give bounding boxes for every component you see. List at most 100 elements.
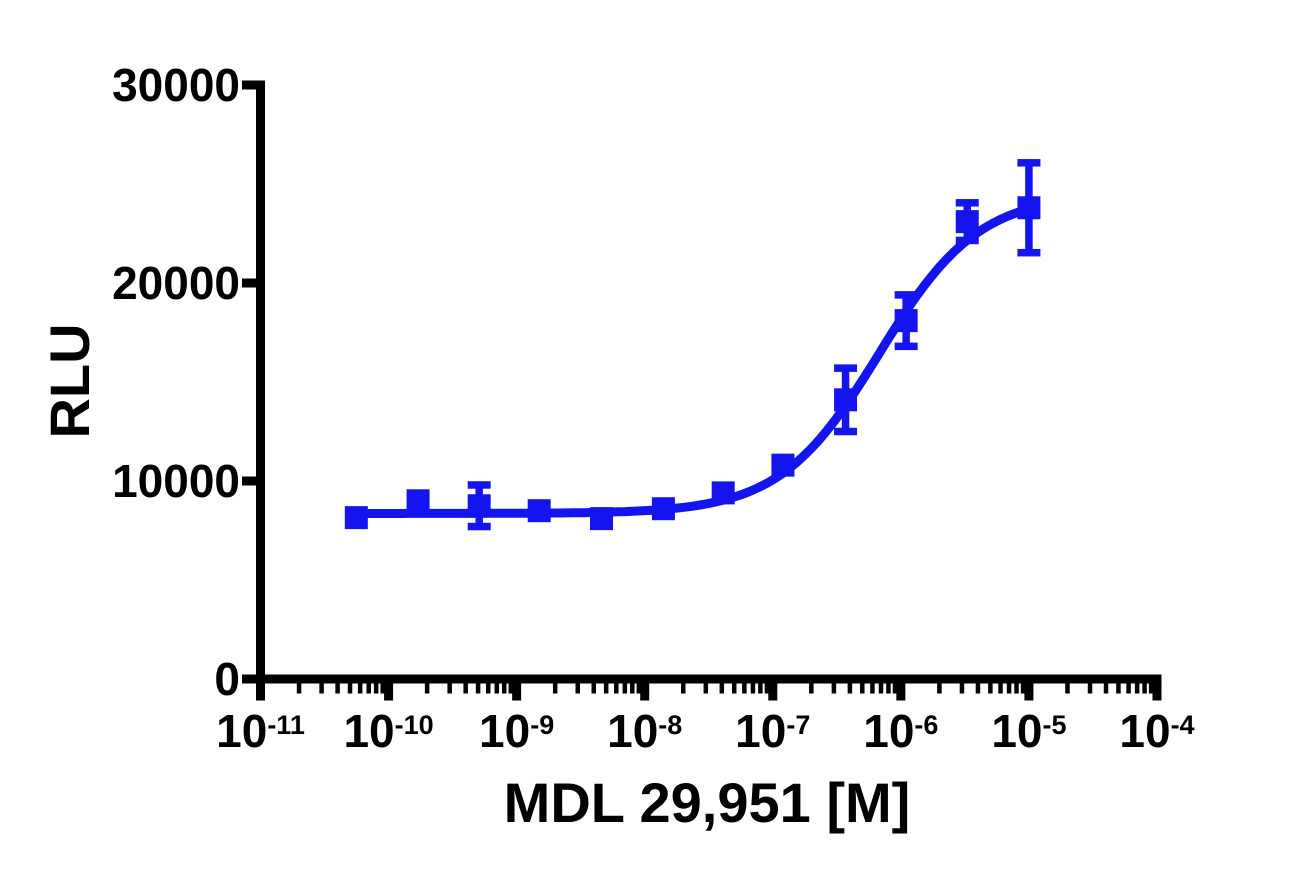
x-tick-label: 10-11 — [216, 705, 305, 757]
x-minor-tick — [622, 674, 628, 694]
x-minor-tick — [719, 674, 725, 694]
y-tick-label: 30000 — [112, 59, 240, 111]
x-minor-tick — [758, 674, 763, 694]
x-minor-tick — [831, 674, 837, 694]
x-minor-tick — [347, 674, 353, 694]
error-bar-cap — [894, 342, 918, 351]
x-minor-tick — [636, 674, 642, 694]
y-tick-label: 10000 — [112, 455, 240, 507]
x-minor-tick — [357, 674, 363, 694]
x-minor-tick — [1065, 674, 1070, 694]
x-major-tick — [256, 674, 265, 701]
x-minor-tick — [870, 674, 875, 694]
x-minor-tick — [447, 674, 452, 694]
y-tick — [242, 476, 256, 486]
error-bar-cap — [1017, 248, 1041, 257]
data-point-marker — [771, 453, 795, 477]
x-minor-tick — [750, 674, 756, 694]
x-major-tick — [512, 674, 522, 701]
data-point-marker — [834, 388, 858, 412]
x-minor-tick — [681, 674, 686, 694]
x-tick-label: 10-9 — [479, 705, 554, 757]
x-minor-tick — [998, 674, 1003, 694]
x-minor-tick — [475, 674, 481, 694]
data-point-marker — [1017, 196, 1041, 220]
x-axis-title: MDL 29,951 [M] — [504, 771, 911, 834]
error-bar-cap — [834, 427, 858, 436]
x-minor-tick — [886, 674, 891, 694]
x-minor-tick — [630, 674, 635, 694]
x-major-tick — [1024, 674, 1034, 701]
error-bar-cap — [467, 522, 491, 531]
data-point-marker — [894, 309, 918, 333]
x-minor-tick — [1014, 674, 1019, 694]
data-point-marker — [527, 499, 551, 523]
x-minor-tick — [575, 674, 580, 694]
x-minor-tick — [847, 674, 853, 694]
data-point-marker — [711, 481, 735, 505]
x-minor-tick — [501, 674, 507, 694]
y-axis-label: RLU — [38, 323, 101, 438]
error-bar-cap — [894, 291, 918, 299]
x-minor-tick — [764, 674, 770, 694]
error-bar-cap — [1017, 159, 1041, 167]
x-minor-tick — [603, 674, 609, 694]
x-minor-tick — [508, 674, 514, 694]
x-minor-tick — [1020, 674, 1026, 694]
x-minor-tick — [860, 674, 865, 694]
x-minor-tick — [380, 674, 385, 694]
x-minor-tick — [975, 674, 981, 694]
x-minor-tick — [424, 674, 430, 694]
x-minor-tick — [731, 674, 737, 694]
x-minor-tick — [742, 674, 747, 694]
x-minor-tick — [809, 674, 814, 694]
x-minor-tick — [937, 674, 942, 694]
data-point-marker — [651, 497, 675, 521]
x-major-tick — [768, 674, 778, 701]
x-minor-tick — [485, 674, 491, 694]
x-minor-tick — [878, 674, 884, 694]
data-point-marker — [344, 506, 368, 530]
x-major-tick — [1152, 674, 1162, 701]
error-bar-cap — [834, 364, 858, 372]
x-minor-tick — [494, 674, 500, 694]
x-minor-tick — [552, 674, 558, 694]
x-minor-tick — [892, 674, 898, 694]
data-point-marker — [955, 210, 979, 234]
x-minor-tick — [373, 674, 379, 694]
y-axis-line — [256, 80, 265, 701]
x-minor-tick — [319, 674, 324, 694]
x-tick-label: 10-10 — [343, 705, 433, 757]
data-point-marker — [406, 489, 430, 513]
y-tick — [242, 278, 256, 288]
x-tick-label: 10-4 — [1119, 705, 1194, 757]
data-point-marker — [467, 494, 491, 518]
x-minor-tick — [988, 674, 993, 694]
x-minor-tick — [1116, 674, 1121, 694]
x-minor-tick — [335, 674, 340, 694]
error-bar-cap — [467, 481, 491, 489]
y-tick-label: 0 — [214, 653, 240, 705]
x-minor-tick — [1148, 674, 1154, 694]
x-axis-line — [256, 674, 1162, 684]
x-minor-tick — [703, 674, 709, 694]
x-tick-label: 10-5 — [991, 705, 1066, 757]
x-minor-tick — [1126, 674, 1131, 694]
y-tick-label: 20000 — [112, 257, 240, 309]
x-tick-label: 10-8 — [607, 705, 682, 757]
x-minor-tick — [614, 674, 619, 694]
x-major-tick — [896, 674, 906, 701]
x-minor-tick — [1087, 674, 1093, 694]
x-minor-tick — [1142, 674, 1147, 694]
x-minor-tick — [591, 674, 596, 694]
error-bar-cap — [955, 199, 979, 207]
x-minor-tick — [296, 674, 302, 694]
x-major-tick — [384, 674, 394, 701]
y-tick — [242, 674, 256, 684]
x-minor-tick — [1134, 674, 1140, 694]
x-minor-tick — [1103, 674, 1109, 694]
x-major-tick — [640, 674, 650, 701]
x-minor-tick — [366, 674, 371, 694]
